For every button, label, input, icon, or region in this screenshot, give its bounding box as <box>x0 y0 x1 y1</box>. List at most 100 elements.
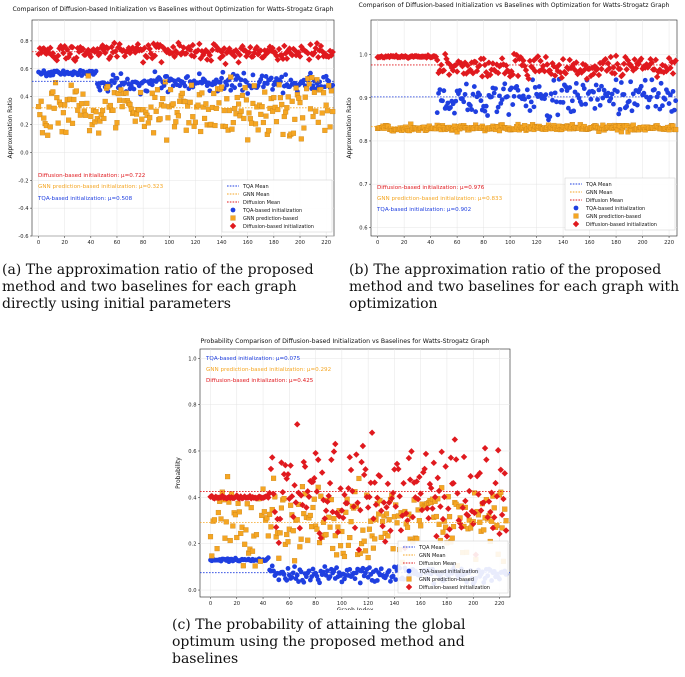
gnn-point <box>292 558 298 564</box>
diff-point <box>180 44 187 51</box>
gnn-point <box>182 99 188 105</box>
diff-point <box>414 495 422 503</box>
legend-marker-swatch <box>405 583 413 591</box>
tqa-point <box>624 103 630 109</box>
gnn-point <box>105 83 111 90</box>
gnn-point <box>234 534 240 541</box>
gnn-point <box>88 113 94 119</box>
tqa-point <box>244 79 249 85</box>
diff-point <box>40 45 47 52</box>
diff-point <box>445 71 453 78</box>
diff-point <box>164 46 172 53</box>
legend-box <box>397 540 509 594</box>
annotation-gnn: GNN prediction-based initialization: μ=0… <box>206 367 331 373</box>
tqa-point <box>185 74 190 79</box>
diff-point <box>463 70 470 77</box>
gnn-point <box>62 102 68 108</box>
gnn-point <box>192 119 198 125</box>
tqa-point <box>583 101 588 107</box>
tqa-point <box>628 79 634 85</box>
tqa-point <box>522 96 528 102</box>
diff-point <box>653 73 661 81</box>
diff-point <box>423 54 430 61</box>
diff-point <box>418 506 426 514</box>
y-tick-label: 0.4 <box>20 95 29 101</box>
gnn-point <box>383 511 390 517</box>
diff-point <box>669 70 677 77</box>
y-tick-label: 0.7 <box>359 182 367 188</box>
gnn-point <box>275 106 281 113</box>
tqa-point <box>662 96 668 102</box>
gnn-point <box>157 116 163 122</box>
diff-point <box>286 45 293 52</box>
diff-point <box>555 61 563 69</box>
gnn-point <box>310 113 316 120</box>
tqa-point <box>666 101 672 106</box>
data-points <box>35 39 336 143</box>
diff-point <box>338 507 346 514</box>
diff-point <box>96 50 104 57</box>
diff-point <box>481 444 489 452</box>
gnn-point <box>227 537 233 544</box>
gnn-point <box>241 115 247 122</box>
diff-point <box>298 43 305 50</box>
tqa-point <box>509 85 514 91</box>
diff-point <box>384 480 392 487</box>
diff-point <box>315 456 322 463</box>
gnn-point <box>79 101 85 107</box>
diff-point <box>400 480 407 487</box>
tqa-point <box>645 104 651 110</box>
gnn-point <box>203 101 209 107</box>
tqa-point <box>392 564 397 570</box>
tqa-point <box>498 100 504 106</box>
tqa-point <box>554 99 559 105</box>
diff-point <box>510 50 518 58</box>
diff-point <box>571 66 579 74</box>
diff-point <box>280 470 288 478</box>
gnn-point <box>183 127 189 133</box>
y-tick-label: 0.2 <box>20 123 28 129</box>
gnn-point <box>259 104 265 110</box>
diff-point <box>440 67 448 74</box>
legend-marker-swatch <box>406 568 412 574</box>
diff-point <box>139 59 147 66</box>
diff-point <box>205 49 212 56</box>
legend-marker-swatch <box>573 205 579 211</box>
diff-point <box>586 65 593 72</box>
gnn-point <box>498 489 504 495</box>
gnn-point <box>63 129 69 135</box>
tqa-point <box>259 73 265 79</box>
gnn-point <box>281 113 287 120</box>
tqa-point <box>463 81 469 87</box>
tqa-point <box>531 104 537 110</box>
gnn-point <box>315 119 321 125</box>
diff-point <box>350 503 357 510</box>
gnn-point <box>209 553 215 559</box>
gnn-point <box>323 102 329 108</box>
diff-point <box>75 48 83 55</box>
gnn-point <box>80 91 86 97</box>
gnn-point <box>69 120 76 126</box>
gnn-point <box>238 108 244 114</box>
diff-point <box>508 68 515 75</box>
tqa-point <box>323 73 329 79</box>
tqa-point <box>177 83 183 89</box>
gnn-point <box>52 80 59 86</box>
legend-entry: Diffusion-based initialization <box>419 585 490 591</box>
tqa-point <box>465 107 471 113</box>
gnn-point <box>202 115 208 121</box>
tqa-point <box>207 88 213 94</box>
gnn-point <box>228 74 234 80</box>
gnn-point <box>89 122 95 128</box>
y-tick-label: -0.4 <box>18 206 29 212</box>
gnn-point <box>219 84 225 90</box>
diff-point <box>424 505 431 512</box>
gnn-point <box>277 530 283 536</box>
gnn-point <box>200 104 206 110</box>
diff-point <box>434 56 441 64</box>
gnn-point <box>447 514 453 520</box>
gnn-point <box>71 97 77 103</box>
gnn-point <box>416 518 422 524</box>
gnn-point <box>394 520 400 526</box>
tqa-point <box>461 99 467 105</box>
